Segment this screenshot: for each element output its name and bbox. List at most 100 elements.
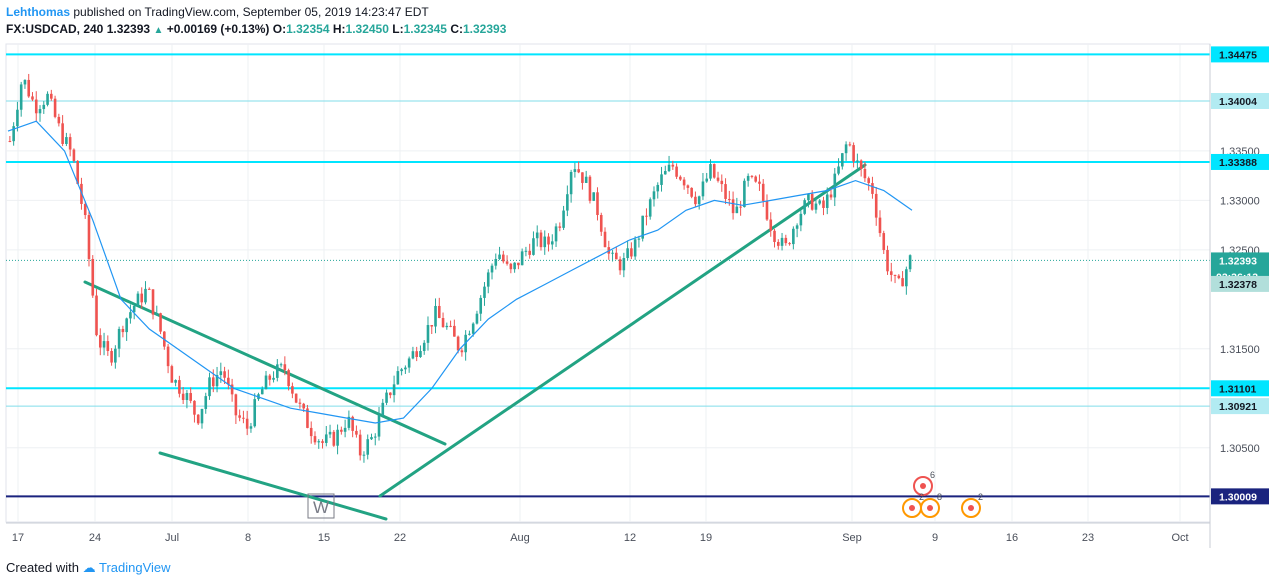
candle-body (554, 226, 558, 242)
chart-header: Lehthomas published on TradingView.com, … (0, 0, 1274, 44)
candle-body (712, 164, 716, 178)
candle-body (287, 370, 290, 387)
time-tick-label: Oct (1171, 532, 1188, 544)
candle-body (238, 415, 241, 418)
candle-body (389, 392, 392, 396)
candle-body (460, 350, 464, 353)
candle-body (577, 169, 580, 173)
candle-body (362, 454, 366, 456)
candle-body (434, 305, 437, 327)
candle-body (377, 415, 381, 437)
candle-body (68, 137, 72, 150)
candle-body (494, 258, 498, 266)
candle-body (370, 437, 373, 440)
time-axis[interactable]: 17 24 Jul 8 15 22 Aug 12 19 Sep 9 16 23 Oct (6, 522, 1210, 544)
candle-body (852, 145, 855, 162)
candle-body (204, 396, 208, 409)
candle-body (728, 198, 731, 200)
candle-body (863, 168, 867, 179)
candle-body (87, 215, 91, 259)
candle-body (57, 116, 61, 124)
candle-body (178, 380, 181, 394)
candle-body (893, 274, 897, 276)
candle-body (859, 160, 863, 169)
time-tick-label: 9 (932, 532, 938, 544)
candle-body (856, 160, 859, 162)
tradingview-logo-icon: ☁ (82, 560, 96, 575)
candle-body (803, 200, 806, 214)
candle-body (381, 402, 385, 416)
candle-body (867, 178, 870, 184)
candle-body (189, 393, 192, 401)
tradingview-brand[interactable]: TradingView (99, 560, 171, 575)
candle-body (441, 318, 445, 328)
candle-body (814, 203, 818, 210)
plot-frame (5, 43, 1211, 523)
candle-body (750, 175, 754, 177)
candle-body (825, 194, 829, 208)
low-label: L: (392, 22, 404, 36)
candle-body (268, 375, 272, 380)
candle-body (671, 164, 675, 167)
candle-body (584, 176, 588, 183)
annotation-label: W (313, 498, 329, 517)
candle-body (283, 364, 287, 371)
candle-body (569, 171, 573, 195)
candle-body (227, 377, 230, 385)
candle-body (761, 183, 765, 201)
time-tick-label: 16 (1006, 532, 1018, 544)
price-axis[interactable]: 1.305001.315001.325001.330001.335001.344… (1209, 44, 1269, 548)
publish-text: published on TradingView.com, September … (73, 5, 429, 19)
trendline (378, 163, 867, 498)
candle-body (31, 96, 34, 100)
author-name[interactable]: Lehthomas (6, 5, 71, 19)
time-tick-label: Sep (842, 532, 862, 544)
candle-body (535, 232, 539, 239)
symbol-label: FX:USDCAD, 240 (6, 22, 104, 36)
candle-body (871, 183, 874, 194)
candle-body (76, 160, 79, 184)
open-label: O: (272, 22, 287, 36)
time-tick-label: 17 (12, 532, 24, 544)
candle-body (72, 149, 76, 161)
candle-body (332, 431, 336, 446)
candle-body (83, 203, 87, 216)
event-badges[interactable]: 6 2 8 2 (902, 470, 983, 518)
candle-body (690, 187, 693, 197)
price-level-label: 1.34475 (1219, 49, 1257, 61)
candle-body (53, 98, 57, 117)
candle-body (91, 258, 95, 296)
candle-body (19, 84, 23, 110)
candle-body (739, 206, 742, 208)
price-level-tag (1211, 93, 1269, 110)
event-flag-icon (920, 483, 926, 489)
candle-body (486, 272, 490, 287)
secondary-price-tag (1211, 275, 1269, 292)
candle-body (430, 325, 434, 327)
candle-body (306, 408, 309, 428)
candle-body (490, 265, 494, 273)
candle-body (193, 400, 196, 415)
candle-body (886, 250, 889, 272)
candle-body (743, 180, 746, 208)
secondary-price-label: 1.32378 (1219, 279, 1257, 291)
high-label: H: (332, 22, 346, 36)
candle-body (908, 255, 912, 270)
candle-body (837, 166, 840, 174)
candle-body (336, 429, 339, 446)
price-change: +0.00169 (+0.13%) (166, 22, 270, 36)
candle-body (588, 176, 592, 201)
candle-body (50, 93, 53, 99)
candle-body (147, 288, 151, 290)
candle-body (581, 172, 584, 183)
trendline (83, 280, 447, 446)
candle-body (615, 252, 618, 260)
candle-body (411, 351, 415, 359)
price-level-tag (1211, 153, 1269, 170)
annotation-box (307, 493, 335, 519)
candle-body (502, 254, 505, 262)
candle-body (302, 403, 305, 409)
candle-body (419, 350, 422, 358)
price-level-tag (1211, 46, 1269, 63)
